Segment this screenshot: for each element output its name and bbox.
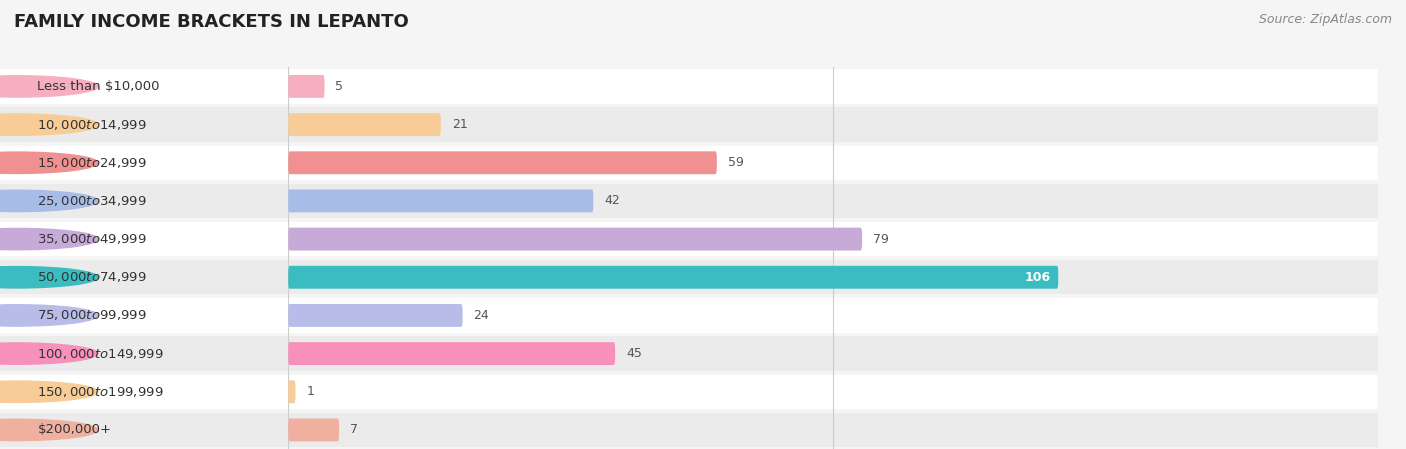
Text: 106: 106 [1025,271,1050,284]
FancyBboxPatch shape [288,304,463,327]
Circle shape [0,419,98,440]
Circle shape [0,305,98,326]
FancyBboxPatch shape [288,298,1378,333]
FancyBboxPatch shape [288,113,441,136]
FancyBboxPatch shape [0,260,288,295]
Text: $25,000 to $34,999: $25,000 to $34,999 [38,194,148,208]
FancyBboxPatch shape [0,374,288,409]
FancyBboxPatch shape [288,151,717,174]
FancyBboxPatch shape [288,145,1378,180]
FancyBboxPatch shape [288,342,616,365]
Text: FAMILY INCOME BRACKETS IN LEPANTO: FAMILY INCOME BRACKETS IN LEPANTO [14,13,409,31]
FancyBboxPatch shape [0,336,288,371]
FancyBboxPatch shape [0,184,288,218]
Text: $100,000 to $149,999: $100,000 to $149,999 [38,347,165,361]
Circle shape [0,152,98,173]
FancyBboxPatch shape [288,222,1378,256]
FancyBboxPatch shape [0,69,288,104]
Text: $200,000+: $200,000+ [38,423,111,436]
Text: 42: 42 [605,194,620,207]
Circle shape [0,76,98,97]
Text: 45: 45 [626,347,643,360]
Text: 21: 21 [451,118,467,131]
Text: 1: 1 [307,385,315,398]
Circle shape [0,229,98,250]
Text: $75,000 to $99,999: $75,000 to $99,999 [38,308,148,322]
Circle shape [0,343,98,364]
FancyBboxPatch shape [288,75,325,98]
FancyBboxPatch shape [0,413,288,447]
Text: 24: 24 [474,309,489,322]
FancyBboxPatch shape [0,298,288,333]
FancyBboxPatch shape [288,189,593,212]
FancyBboxPatch shape [288,374,1378,409]
FancyBboxPatch shape [288,266,1059,289]
FancyBboxPatch shape [288,413,1378,447]
Circle shape [0,267,98,288]
Text: Source: ZipAtlas.com: Source: ZipAtlas.com [1258,13,1392,26]
Text: 7: 7 [350,423,359,436]
Text: $15,000 to $24,999: $15,000 to $24,999 [38,156,148,170]
Text: $150,000 to $199,999: $150,000 to $199,999 [38,385,165,399]
Text: 5: 5 [336,80,343,93]
FancyBboxPatch shape [288,418,339,441]
Text: 79: 79 [873,233,889,246]
FancyBboxPatch shape [288,260,1378,295]
Circle shape [0,114,98,135]
FancyBboxPatch shape [288,336,1378,371]
FancyBboxPatch shape [0,145,288,180]
FancyBboxPatch shape [288,69,1378,104]
Text: $10,000 to $14,999: $10,000 to $14,999 [38,118,148,132]
Text: $35,000 to $49,999: $35,000 to $49,999 [38,232,148,246]
Text: $50,000 to $74,999: $50,000 to $74,999 [38,270,148,284]
FancyBboxPatch shape [288,380,295,403]
FancyBboxPatch shape [0,107,288,142]
FancyBboxPatch shape [0,222,288,256]
Circle shape [0,190,98,211]
Text: 59: 59 [728,156,744,169]
FancyBboxPatch shape [288,107,1378,142]
FancyBboxPatch shape [288,184,1378,218]
Circle shape [0,381,98,402]
FancyBboxPatch shape [288,228,862,251]
Text: Less than $10,000: Less than $10,000 [38,80,160,93]
